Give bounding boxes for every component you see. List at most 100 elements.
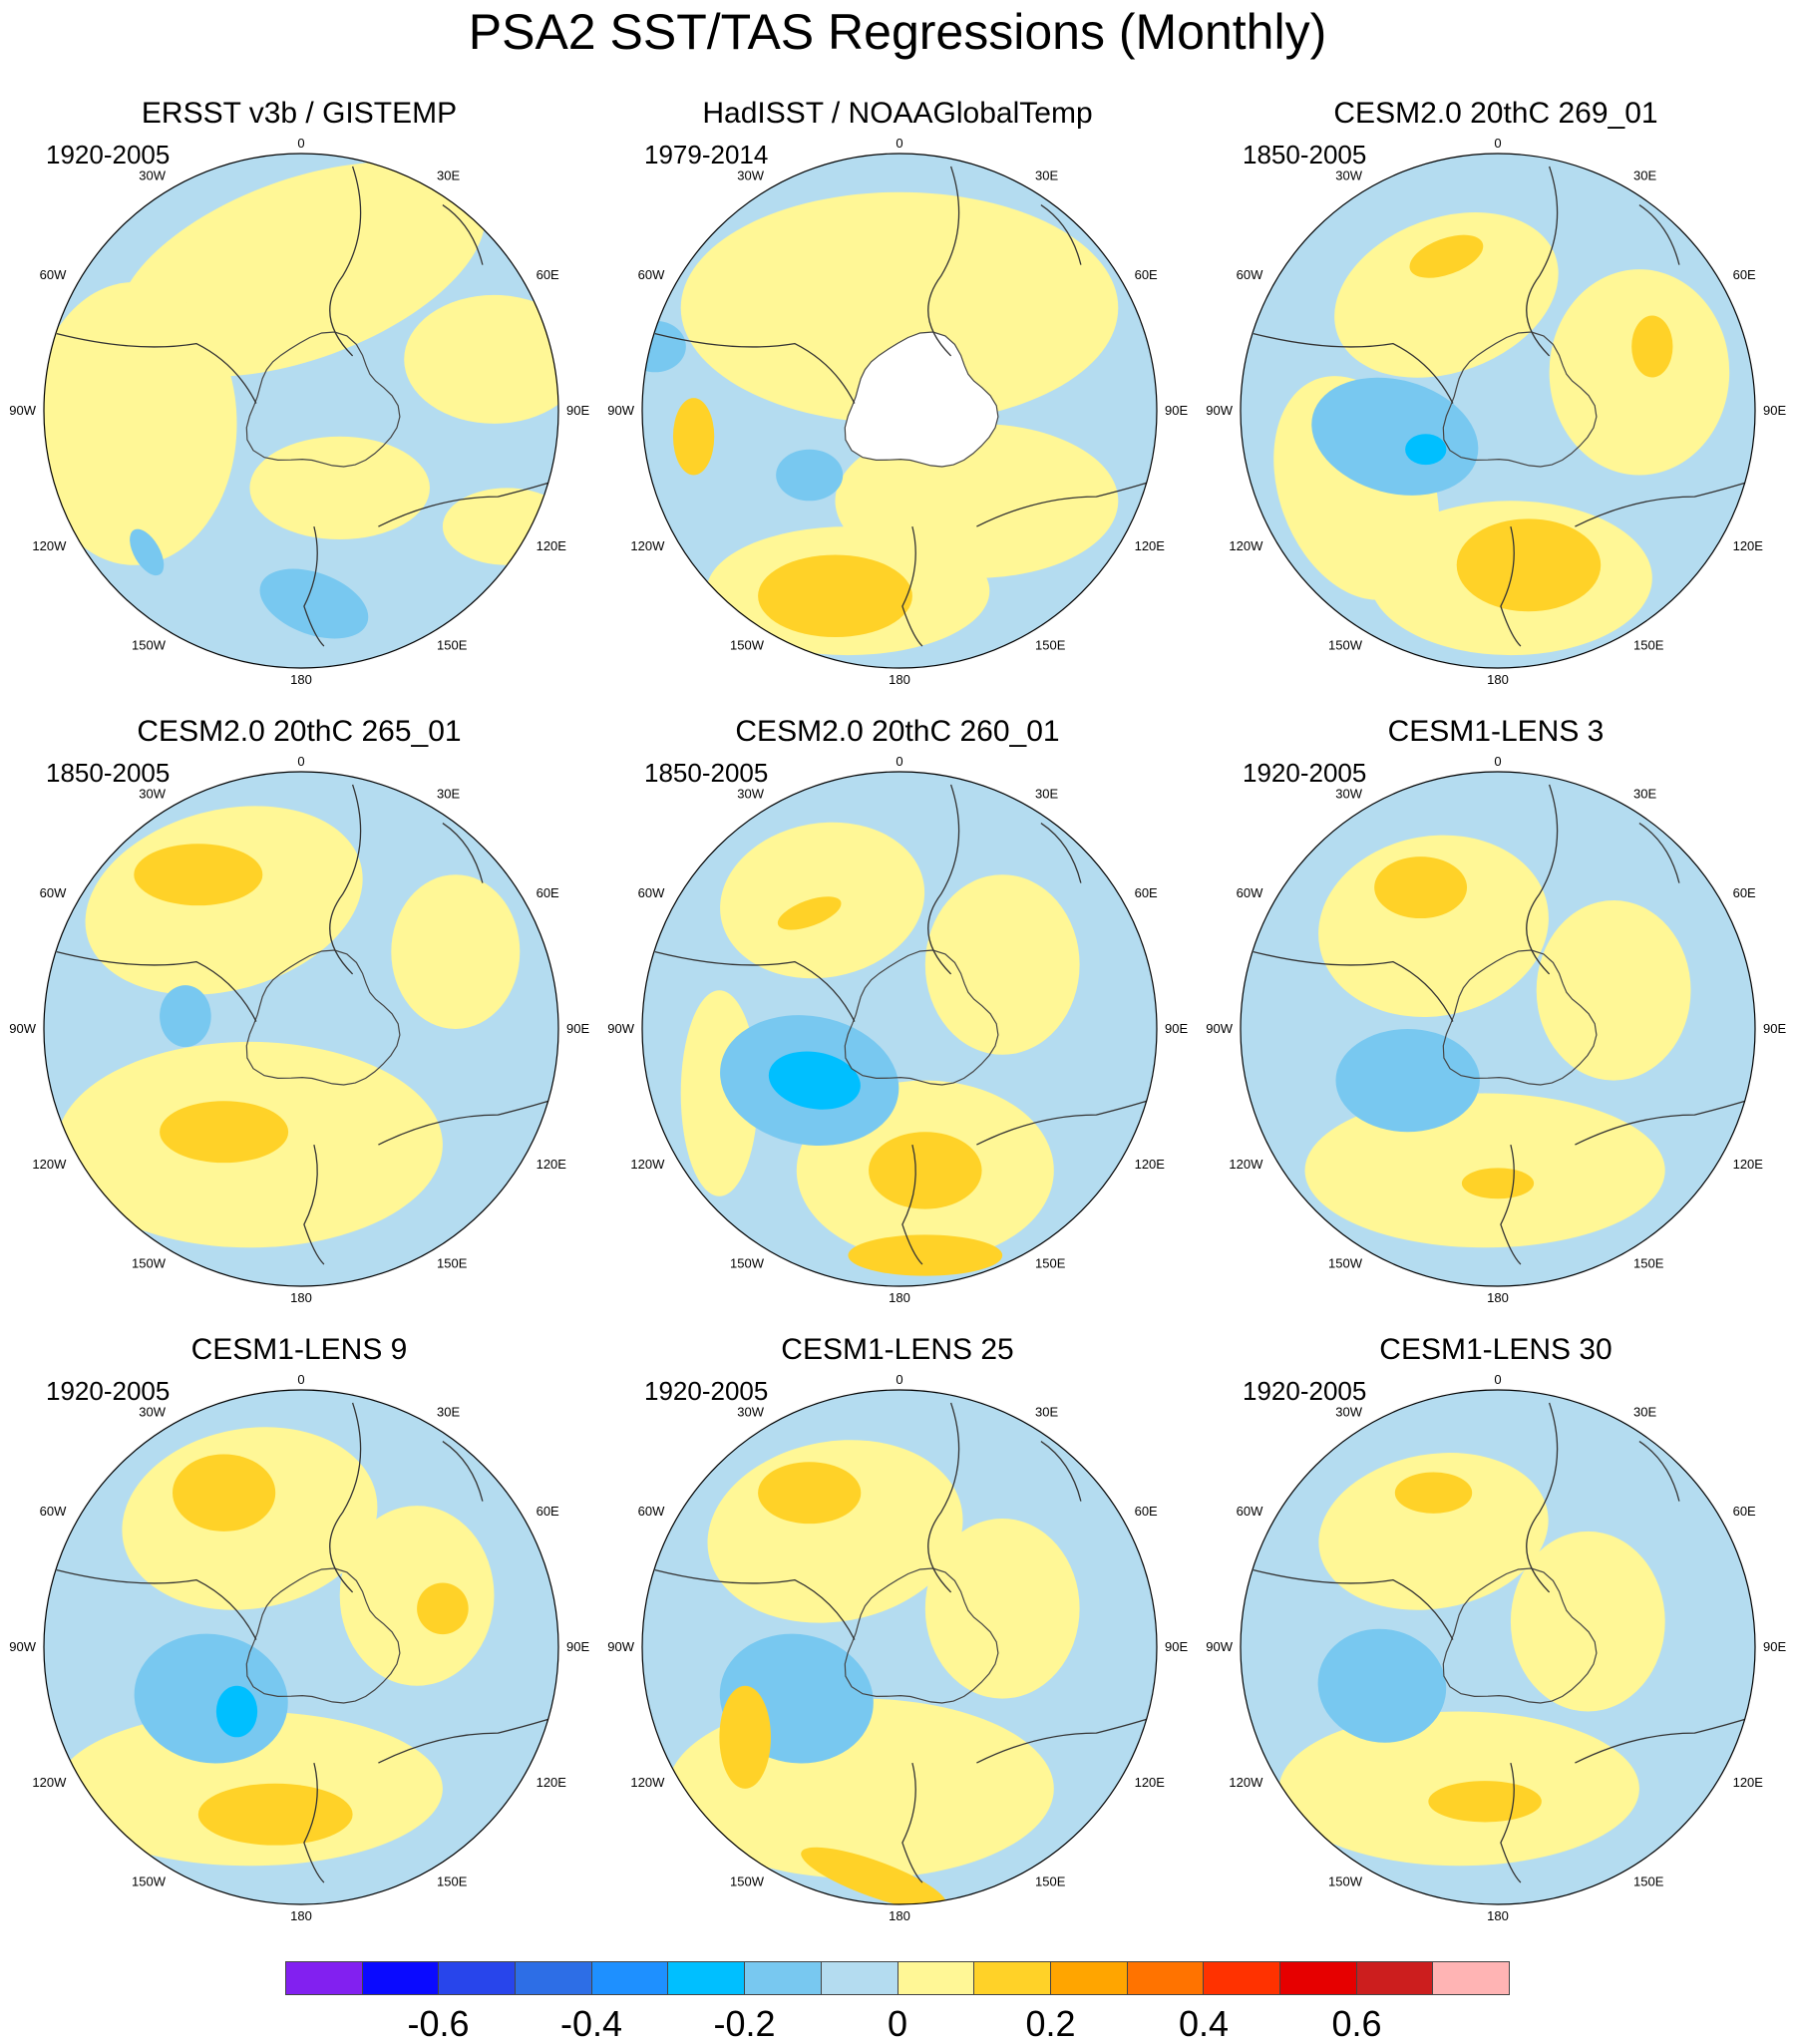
colorbar-label: -0.4 [559,2003,623,2044]
anomaly-region [249,436,430,539]
longitude-label: 150E [1035,1874,1066,1889]
longitude-label: 0 [896,1372,902,1387]
longitude-label: 90E [1763,403,1786,418]
longitude-label: 120E [537,1157,567,1172]
anomaly-region [848,1234,1003,1276]
longitude-label: 30W [139,786,166,801]
longitude-label: 30W [1335,1404,1362,1419]
longitude-label: 90W [1206,1021,1233,1036]
coastline [1253,332,1454,404]
anomaly-region [1311,377,1479,496]
coastline [1442,331,1598,468]
coastline [1442,949,1598,1086]
coastline [1638,823,1680,883]
longitude-label: 120E [1733,1775,1764,1790]
longitude-label: 0 [297,1372,304,1387]
coastline [844,331,999,468]
anomaly-region [197,1783,353,1846]
polar-map: 0 30E 60E 90E 120E 150E 180 150W 120W 90W 60W 30W [1206,1372,1786,1923]
anomaly-region [776,449,844,502]
longitude-label: 0 [297,136,304,151]
coastline [1526,784,1559,975]
panel-title: CESM1-LENS 3 [1387,715,1605,748]
map-border [641,1389,1158,1905]
longitude-label: 60E [1733,885,1756,900]
colorbar-label: 0.4 [1178,2003,1230,2044]
longitude-label: 90E [1165,1639,1188,1654]
longitude-label: 150W [1328,638,1363,653]
colorbar-swatch [516,1962,592,1994]
longitude-label: 120E [537,1775,567,1790]
longitude-label: 150E [1035,1256,1066,1271]
coastline [245,1567,401,1704]
longitude-label: 150E [1633,1256,1664,1271]
anomaly-region [1405,434,1447,466]
coastline [1575,1094,1755,1146]
longitude-label: 120E [1135,538,1166,553]
coastline [1253,1568,1454,1640]
anomaly-region [339,1506,495,1686]
coastline [927,1402,960,1593]
anomaly-region [134,844,263,906]
longitude-label: 0 [297,754,304,769]
polar-map: 0 30E 60E 90E 120E 150E 180 150W 120W 90W 60W 30W [607,754,1188,1305]
colorbar-swatch [1433,1962,1509,1994]
colorbar-swatch [821,1962,898,1994]
longitude-label: 90W [1206,1639,1233,1654]
map-border [43,1389,559,1905]
longitude-label: 150W [132,638,167,653]
coastline [56,1568,257,1640]
longitude-label: 120W [1229,1775,1263,1790]
coastline [378,1712,558,1764]
coastline [654,950,856,1022]
longitude-label: 180 [290,1290,312,1305]
coastline [378,476,558,527]
anomaly-region [672,398,715,476]
anomaly-region [719,1685,771,1789]
longitude-label: 90W [607,1021,634,1036]
longitude-label: 60W [638,1504,665,1519]
colorbar-swatch [286,1962,363,1994]
polar-map: 0 30E 60E 90E 120E 150E 180 150W 120W 90W 60W 30W [9,1372,589,1923]
polar-map: 0 30E 60E 90E 120E 150E 180 150W 120W 90W 60W 30W [607,136,1188,687]
anomaly-region [801,1847,947,1904]
coastline [442,823,484,883]
longitude-label: 120W [630,538,665,553]
longitude-label: 180 [889,1290,910,1305]
longitude-label: 180 [889,672,910,687]
longitude-label: 150E [1633,638,1664,653]
coastline [245,949,401,1086]
longitude-label: 90E [1763,1639,1786,1654]
polar-map: 0 30E 60E 90E 120E 150E 180 150W 120W 90W 60W 30W [9,754,589,1305]
colorbar [285,1961,1510,1995]
longitude-label: 60W [1237,1504,1263,1519]
longitude-label: 120E [1135,1157,1166,1172]
coastline [1040,1441,1082,1502]
coastline [329,166,362,357]
panel-period: 1920-2005 [1243,1376,1367,1406]
colorbar-swatch [974,1962,1051,1994]
coastline [303,525,325,647]
colorbar-swatch [1356,1962,1434,1994]
coastline [1575,476,1755,527]
longitude-label: 60W [40,1504,67,1519]
longitude-label: 90E [566,1639,589,1654]
longitude-label: 90W [1206,403,1233,418]
coastline [303,1144,325,1265]
anomaly-region [1536,900,1691,1081]
coastline [245,331,401,468]
anomaly-region [642,320,686,373]
longitude-label: 0 [1494,1372,1501,1387]
coastline [442,204,484,265]
anomaly-region [869,1132,982,1209]
anomaly-region [1335,1029,1480,1133]
coastline [844,949,999,1086]
longitude-label: 60E [1135,267,1158,282]
longitude-label: 120W [32,1157,67,1172]
panel-period: 1979-2014 [644,140,769,170]
longitude-label: 30E [1035,1404,1058,1419]
longitude-label: 150E [437,638,468,653]
longitude-label: 150W [730,1874,765,1889]
polar-map: 0 30E 60E 90E 120E 150E 180 150W 120W 90W 60W 30W [607,1372,1188,1923]
longitude-label: 150W [730,1256,765,1271]
